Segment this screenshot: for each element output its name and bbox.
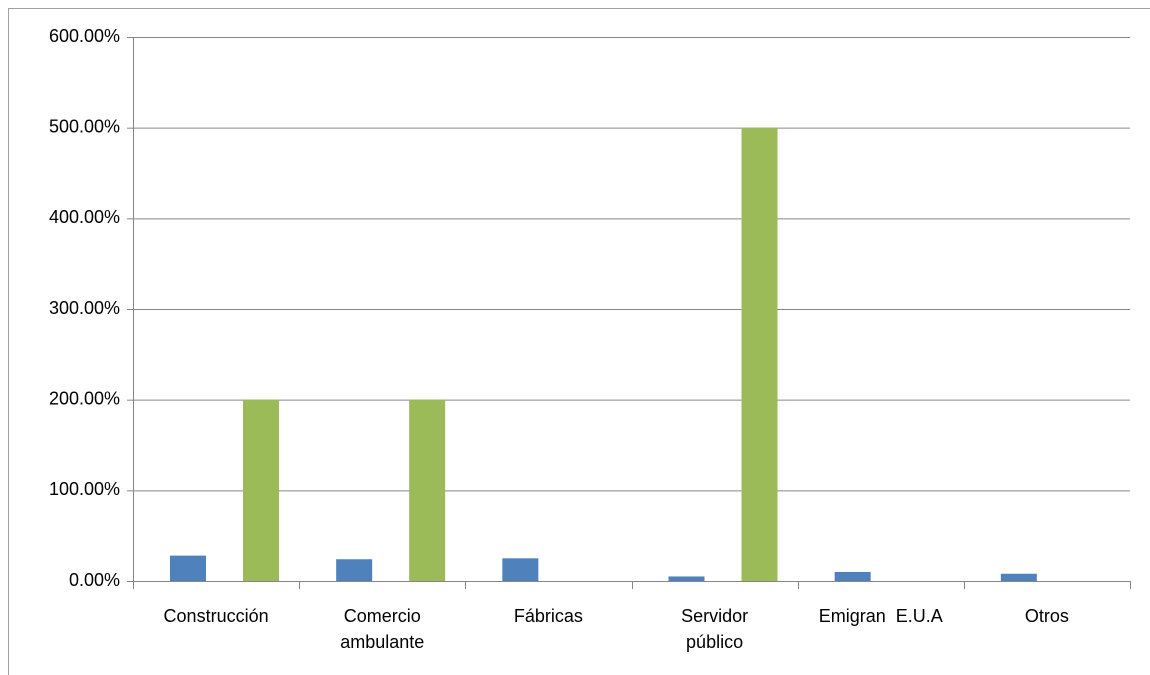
- x-tick-label: Comercio ambulante: [340, 606, 426, 652]
- y-tick-label: 500.00%: [49, 116, 120, 136]
- bar: [409, 399, 446, 581]
- bar: [741, 127, 778, 582]
- x-tick-label: Servidor público: [681, 606, 754, 652]
- bar: [834, 571, 871, 581]
- bar: [336, 559, 373, 581]
- y-tick-label: 200.00%: [49, 388, 120, 408]
- x-tick-label: Construcción: [163, 606, 269, 626]
- bar: [243, 399, 279, 581]
- y-tick-label: 100.00%: [49, 479, 120, 499]
- bar: [668, 576, 705, 581]
- x-tick-label: Fábricas: [513, 606, 583, 626]
- y-tick-label: 400.00%: [49, 207, 120, 227]
- bar: [1000, 573, 1037, 581]
- y-tick-label: 300.00%: [49, 298, 120, 318]
- y-tick-label: 600.00%: [49, 26, 120, 46]
- chart-border: [8, 8, 1150, 675]
- bar: [170, 555, 206, 581]
- bar: [502, 558, 539, 581]
- x-tick-label: Emigran E.U.A: [818, 606, 943, 626]
- x-tick-label: Otros: [1024, 606, 1069, 626]
- y-tick-label: 0.00%: [69, 570, 120, 590]
